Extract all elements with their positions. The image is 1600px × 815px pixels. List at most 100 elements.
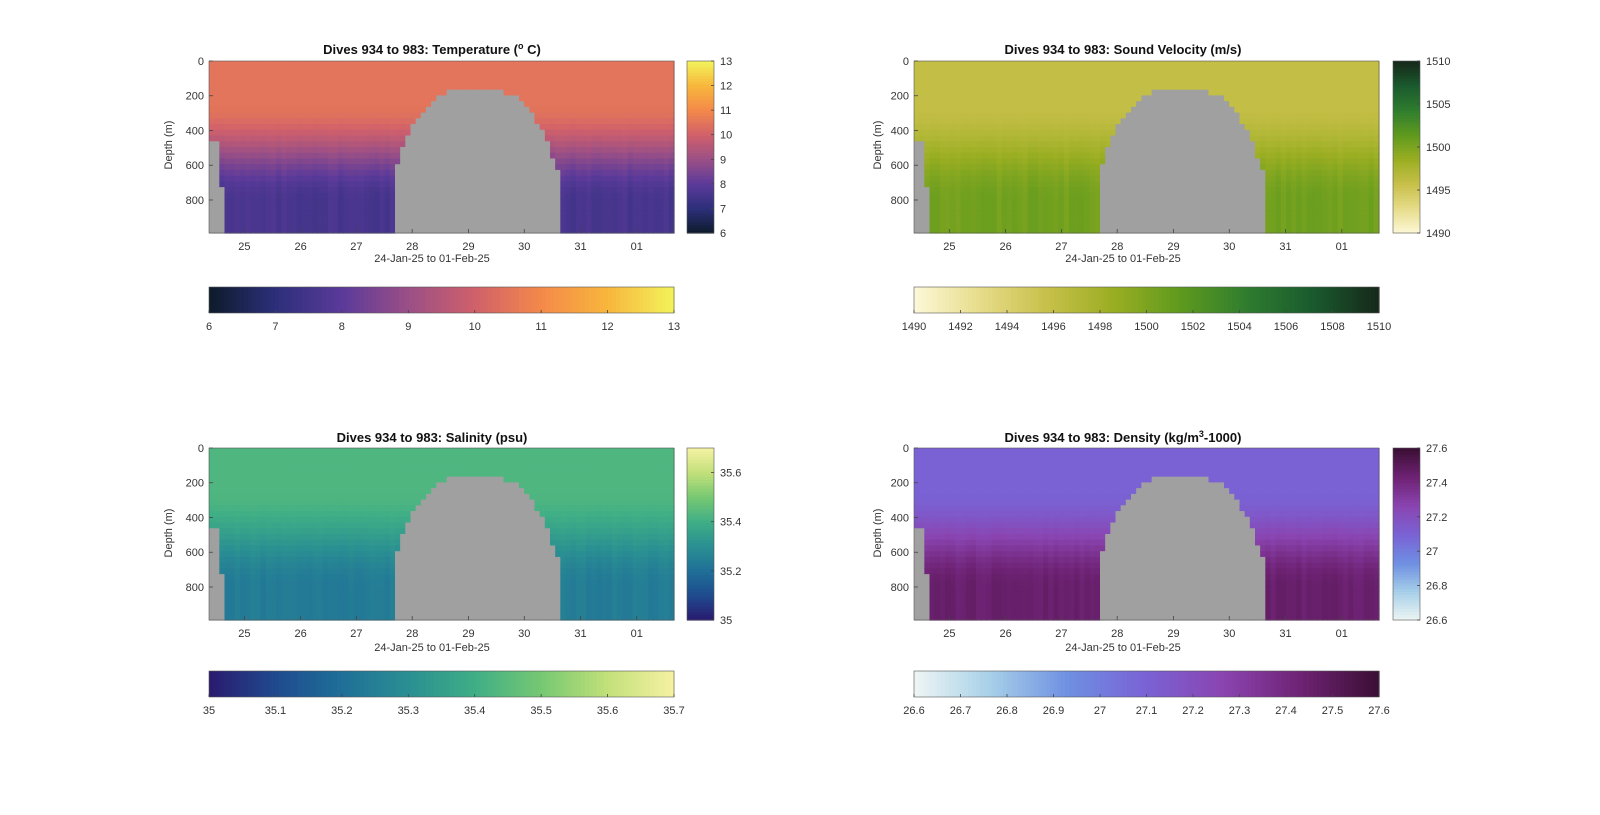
y-tick-label: 800 — [891, 582, 909, 594]
y-tick-label: 600 — [186, 160, 204, 172]
colorbar-tick-label: 27.4 — [1275, 705, 1296, 717]
colorbar-tick-label: 27 — [1426, 546, 1438, 558]
colorbar-tick-label: 27.4 — [1426, 477, 1447, 489]
y-tick-label: 800 — [186, 195, 204, 207]
colorbar-tick-label: 27.5 — [1322, 705, 1343, 717]
colorbar-tick-label: 1494 — [995, 321, 1019, 333]
colorbar-tick-label: 1498 — [1088, 321, 1112, 333]
colorbar-tick-label: 9 — [405, 321, 411, 333]
x-axis-label: 24-Jan-25 to 01-Feb-25 — [374, 642, 490, 654]
y-tick-label: 400 — [186, 125, 204, 137]
colorbar-tick-label: 1504 — [1227, 321, 1251, 333]
colorbar-tick-label: 6 — [720, 228, 726, 240]
colorbar-tick-label: 1506 — [1274, 321, 1298, 333]
colorbar-tick-label: 27.6 — [1368, 705, 1389, 717]
colorbar-tick-label: 26.8 — [996, 705, 1017, 717]
colorbar-horizontal: 26.6 26.7 26.8 26.9 27 27.1 27.2 27.3 27.4 27.5 27… — [903, 670, 1390, 717]
colorbar-tick-label: 1508 — [1320, 321, 1344, 333]
colorbar-tick-label: 26.6 — [1426, 615, 1447, 627]
y-tick-label: 400 — [891, 512, 909, 524]
x-tick-label: 28 — [406, 628, 418, 640]
x-tick-label: 31 — [574, 628, 586, 640]
chart-title: Dives 934 to 983: Temperature (o C) — [323, 41, 541, 57]
x-tick-label: 01 — [631, 241, 643, 253]
y-tick-label: 200 — [186, 91, 204, 103]
x-tick-label: 25 — [238, 241, 250, 253]
colorbar-tick-label: 12 — [720, 81, 732, 93]
colorbar-vertical: 35 35.2 35.4 35.6 — [686, 447, 741, 627]
colorbar-tick-label: 7 — [272, 321, 278, 333]
x-tick-label: 27 — [350, 628, 362, 640]
plot-frame — [913, 60, 1380, 234]
colorbar-tick-label: 1510 — [1426, 56, 1450, 68]
colorbar-tick-label: 8 — [720, 179, 726, 191]
x-tick-label: 26 — [294, 628, 306, 640]
plot-frame — [208, 60, 675, 234]
y-axis-label: Depth (m) — [872, 121, 884, 170]
y-tick-label: 600 — [186, 547, 204, 559]
colorbar-tick-label: 27.2 — [1182, 705, 1203, 717]
y-tick-label: 600 — [891, 160, 909, 172]
colorbar-tick-label: 6 — [206, 321, 212, 333]
y-axis-label: Depth (m) — [163, 509, 175, 558]
heatmap-area — [914, 448, 1380, 621]
colorbar-tick-label: 1500 — [1134, 321, 1158, 333]
heatmap-area — [209, 448, 675, 621]
colorbar-tick-label: 35 — [203, 705, 215, 717]
colorbar-tick-label: 1500 — [1426, 142, 1450, 154]
colorbar-vertical: 26.6 26.8 27 27.2 27.4 27.6 — [1392, 443, 1447, 627]
colorbar-tick-label: 26.7 — [950, 705, 971, 717]
x-axis-label: 24-Jan-25 to 01-Feb-25 — [374, 253, 490, 265]
x-tick-label: 29 — [1167, 628, 1179, 640]
colorbar-tick-label: 1495 — [1426, 185, 1450, 197]
colorbar-tick-label: 26.6 — [903, 705, 924, 717]
colorbar-tick-label: 13 — [720, 56, 732, 68]
colorbar-tick-label: 1505 — [1426, 99, 1450, 111]
colorbar-tick-label: 8 — [339, 321, 345, 333]
y-tick-label: 600 — [891, 547, 909, 559]
heatmap-area — [914, 61, 1380, 234]
panel-salinity: Dives 934 to 983: Salinity (psu) 0 200 400… — [163, 430, 741, 717]
y-tick-label: 0 — [198, 443, 204, 455]
colorbar-tick-label: 13 — [668, 321, 680, 333]
x-tick-label: 29 — [1167, 241, 1179, 253]
colorbar-tick-label: 26.8 — [1426, 581, 1447, 593]
colorbar-tick-label: 1490 — [902, 321, 926, 333]
colorbar-tick-label: 9 — [720, 154, 726, 166]
x-tick-label: 27 — [1055, 628, 1067, 640]
y-tick-label: 0 — [903, 56, 909, 68]
colorbar-horizontal: 6 7 8 9 10 11 12 13 — [206, 286, 680, 333]
colorbar-tick-label: 11 — [535, 321, 546, 333]
colorbar-tick-label: 35.4 — [720, 517, 741, 529]
colorbar-vertical: 1490 1495 1500 1505 1510 — [1392, 56, 1450, 240]
colorbar-tick-label: 27.3 — [1229, 705, 1250, 717]
colorbar-tick-label: 35.7 — [663, 705, 684, 717]
colorbar-tick-label: 1492 — [948, 321, 972, 333]
plot-frame — [913, 447, 1380, 621]
x-tick-label: 30 — [1223, 241, 1235, 253]
x-tick-label: 01 — [1336, 241, 1348, 253]
panel-temperature: Dives 934 to 983: Temperature (o C) 0 200… — [163, 41, 732, 333]
colorbar-tick-label: 35.1 — [265, 705, 286, 717]
x-tick-label: 30 — [518, 241, 530, 253]
colorbar-tick-label: 35.2 — [331, 705, 352, 717]
y-tick-label: 200 — [186, 478, 204, 490]
x-tick-label: 29 — [462, 628, 474, 640]
x-tick-label: 25 — [238, 628, 250, 640]
y-tick-label: 0 — [903, 443, 909, 455]
colorbar-tick-label: 11 — [720, 105, 731, 117]
x-tick-label: 31 — [1279, 241, 1291, 253]
colorbar-tick-label: 27.2 — [1426, 512, 1447, 524]
x-tick-label: 28 — [1111, 628, 1123, 640]
x-tick-label: 28 — [406, 241, 418, 253]
colorbar-tick-label: 27.6 — [1426, 443, 1447, 455]
colorbar-tick-label: 35.5 — [530, 705, 551, 717]
x-tick-label: 01 — [1336, 628, 1348, 640]
colorbar-tick-label: 26.9 — [1043, 705, 1064, 717]
x-tick-label: 31 — [1279, 628, 1291, 640]
y-tick-label: 800 — [891, 195, 909, 207]
x-tick-label: 26 — [999, 628, 1011, 640]
x-tick-label: 28 — [1111, 241, 1123, 253]
colorbar-tick-label: 35 — [720, 615, 732, 627]
